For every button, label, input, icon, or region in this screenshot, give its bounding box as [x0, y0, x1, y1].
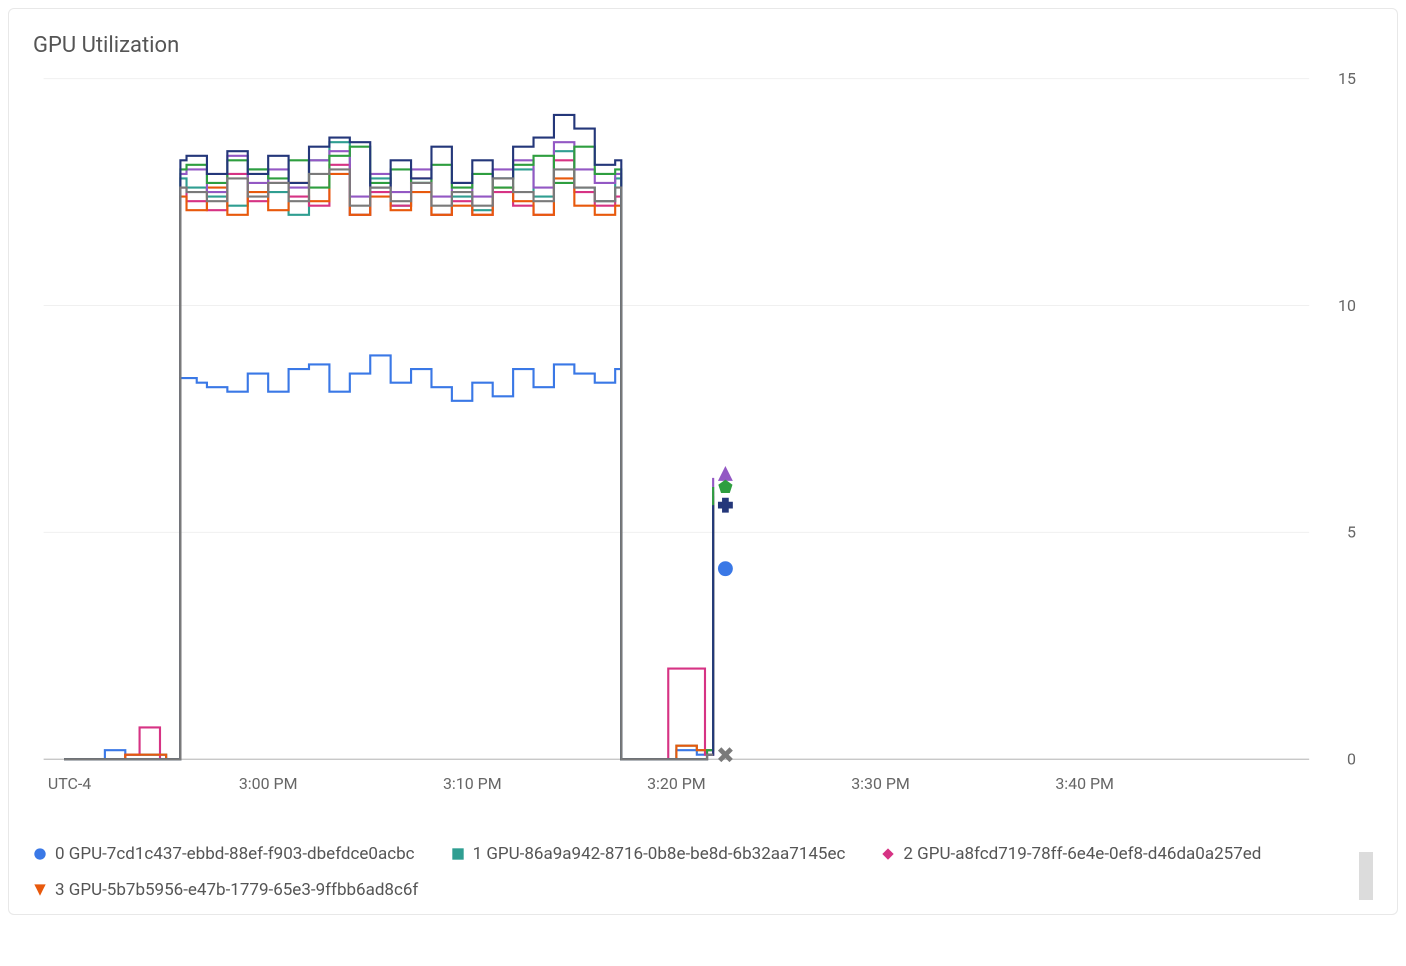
series-gpu-7 — [64, 169, 713, 759]
series-gpu-3 — [64, 174, 713, 759]
chart-legend: 0 GPU-7cd1c437-ebbd-88ef-f903-dbefdce0ac… — [33, 844, 1373, 900]
legend-label: 2 GPU-a8fcd719-78ff-6e4e-0ef8-d46da0a257… — [903, 844, 1261, 864]
chart-title: GPU Utilization — [33, 33, 1373, 58]
legend-label: 0 GPU-7cd1c437-ebbd-88ef-f903-dbefdce0ac… — [55, 844, 415, 864]
series-gpu-5 — [64, 147, 713, 760]
circle-icon — [33, 847, 47, 861]
legend-item-gpu-1[interactable]: 1 GPU-86a9a942-8716-0b8e-be8d-6b32aa7145… — [451, 844, 846, 864]
series-gpu-4 — [64, 142, 713, 759]
svg-text:10: 10 — [1338, 296, 1356, 315]
legend-label: 1 GPU-86a9a942-8716-0b8e-be8d-6b32aa7145… — [473, 844, 846, 864]
svg-text:3:40 PM: 3:40 PM — [1055, 774, 1114, 793]
series-gpu-1 — [64, 142, 713, 759]
series-gpu-0 — [64, 355, 713, 759]
svg-text:5: 5 — [1347, 523, 1356, 542]
chart-card: GPU Utilization 0 5 10 15 3:00 PM 3:10 PM 3:20… — [8, 8, 1398, 915]
legend-item-gpu-0[interactable]: 0 GPU-7cd1c437-ebbd-88ef-f903-dbefdce0ac… — [33, 844, 415, 864]
svg-text:UTC-4: UTC-4 — [48, 774, 91, 793]
triangle-down-icon — [33, 883, 47, 897]
legend-item-gpu-3[interactable]: 3 GPU-5b7b5956-e47b-1779-65e3-9ffbb6ad8c… — [33, 880, 418, 900]
legend-item-gpu-2[interactable]: 2 GPU-a8fcd719-78ff-6e4e-0ef8-d46da0a257… — [881, 844, 1261, 864]
svg-text:3:20 PM: 3:20 PM — [647, 774, 706, 793]
chart-svg[interactable]: 0 5 10 15 3:00 PM 3:10 PM 3:20 PM 3:30 PM 3:40 P… — [33, 68, 1373, 834]
legend-scrollbar[interactable] — [1359, 852, 1373, 900]
square-icon — [451, 847, 465, 861]
diamond-icon — [881, 847, 895, 861]
legend-label: 3 GPU-5b7b5956-e47b-1779-65e3-9ffbb6ad8c… — [55, 880, 418, 900]
svg-text:3:30 PM: 3:30 PM — [851, 774, 910, 793]
series-gpu-2 — [64, 160, 713, 759]
svg-text:15: 15 — [1338, 69, 1356, 88]
svg-text:0: 0 — [1347, 750, 1356, 769]
chart-plot-area[interactable]: 0 5 10 15 3:00 PM 3:10 PM 3:20 PM 3:30 PM 3:40 P… — [33, 68, 1373, 834]
svg-text:3:00 PM: 3:00 PM — [239, 774, 298, 793]
svg-text:3:10 PM: 3:10 PM — [443, 774, 502, 793]
